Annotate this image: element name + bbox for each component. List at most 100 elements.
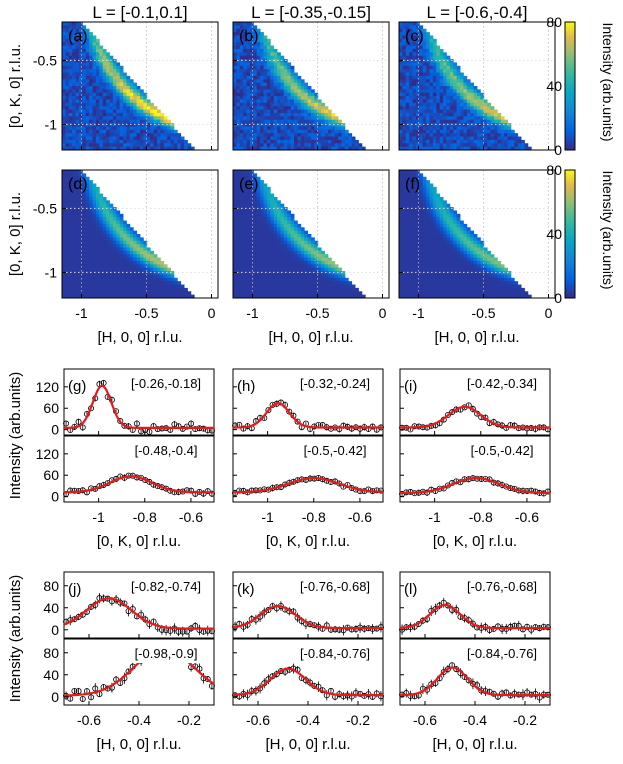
heatmap-cell — [432, 133, 437, 137]
heatmap-cell — [463, 96, 468, 100]
heatmap-cell — [324, 281, 329, 285]
heatmap-cell — [334, 129, 339, 134]
heatmap-cell — [422, 65, 427, 70]
heatmap-cell — [106, 133, 110, 137]
heatmap-cell — [89, 136, 93, 141]
heatmap-cell — [453, 106, 458, 110]
heatmap-cell — [304, 244, 309, 248]
heatmap-cell — [283, 217, 288, 221]
heatmap-cell — [65, 176, 70, 181]
heatmap-cell — [263, 294, 268, 299]
heatmap-cell — [85, 257, 90, 262]
heatmap-cell — [68, 186, 73, 191]
heatmap-cell — [294, 227, 298, 232]
heatmap-cell — [89, 274, 93, 279]
heatmap-cell — [109, 287, 114, 292]
heatmap-cell — [233, 32, 237, 36]
heatmap-cell — [477, 143, 481, 148]
heatmap-cell — [246, 190, 251, 194]
heatmap-cell — [277, 277, 281, 282]
heatmap-cell — [277, 129, 281, 134]
heatmap-cell — [68, 244, 73, 248]
heatmap-cell — [143, 136, 148, 141]
heatmap-cell — [123, 264, 127, 269]
heatmap-cell — [426, 65, 430, 70]
heatmap-cell — [456, 234, 461, 238]
heatmap-cell — [123, 79, 127, 84]
heatmap-cell — [68, 291, 73, 296]
heatmap-cell — [85, 203, 90, 208]
heatmap-cell — [449, 271, 454, 275]
heatmap-cell — [412, 294, 417, 299]
heatmap-cell — [460, 264, 464, 269]
heatmap-cell — [177, 136, 182, 141]
heatmap-cell — [409, 126, 413, 131]
heatmap-cell — [233, 277, 237, 282]
heatmap-cell — [405, 240, 410, 245]
heatmap-cell — [304, 146, 309, 151]
heatmap-cell — [119, 277, 124, 282]
heatmap-cell — [68, 176, 73, 181]
heatmap-cell — [314, 143, 319, 148]
heatmap-cell — [109, 62, 114, 67]
heatmap-cell — [106, 227, 110, 232]
heatmap-cell — [412, 69, 417, 73]
heatmap-cell — [136, 281, 141, 285]
heatmap-cell — [263, 186, 268, 191]
heatmap-cell — [409, 35, 413, 40]
heatmap-cell — [294, 244, 298, 248]
heatmap-cell — [92, 123, 97, 127]
heatmap-cell — [405, 190, 410, 194]
heatmap-cell — [119, 126, 124, 131]
heatmap-cell — [432, 38, 437, 43]
heatmap-cell — [405, 112, 410, 117]
heatmap-cell — [266, 133, 271, 137]
heatmap-cell — [95, 254, 100, 258]
heatmap-cell — [294, 250, 298, 255]
heatmap-cell — [99, 109, 104, 114]
heatmap-cell — [65, 42, 70, 46]
heatmap-cell — [304, 126, 309, 131]
heatmap-cell — [119, 92, 124, 97]
heatmap-cell — [119, 271, 124, 275]
heatmap-cell — [294, 96, 298, 100]
heatmap-cell — [184, 291, 188, 296]
heatmap-cell — [109, 106, 114, 110]
heatmap-cell — [249, 139, 254, 144]
heatmap-cell — [184, 287, 188, 292]
heatmap-cell — [443, 62, 447, 67]
heatmap-cell — [439, 230, 444, 235]
heatmap-cell — [78, 190, 83, 194]
heatmap-cell — [297, 264, 302, 269]
heatmap-cell — [422, 210, 427, 215]
heatmap-cell — [419, 72, 424, 77]
heatmap-cell — [304, 230, 309, 235]
heatmap-cell — [449, 129, 454, 134]
heatmap-cell — [119, 89, 124, 94]
heatmap-cell — [270, 146, 275, 151]
heatmap-cell — [102, 86, 107, 90]
heatmap-cell — [160, 133, 165, 137]
heatmap-cell — [256, 28, 261, 33]
heatmap-cell — [266, 38, 271, 43]
heatmap-cell — [419, 230, 424, 235]
heatmap-cell — [150, 102, 154, 107]
heatmap-cell — [460, 284, 464, 289]
heatmap-cell — [153, 254, 158, 258]
heatmap-cell — [106, 267, 110, 272]
heatmap-cell — [399, 22, 403, 26]
heatmap-cell — [477, 89, 481, 94]
heatmap-cell — [409, 210, 413, 215]
heatmap-cell — [300, 112, 305, 117]
heatmap-cell — [146, 102, 151, 107]
heatmap-cell — [473, 89, 478, 94]
heatmap-cell — [280, 82, 285, 87]
heatmap-cell — [239, 254, 244, 258]
heatmap-cell — [270, 210, 275, 215]
heatmap-cell — [72, 186, 76, 191]
heatmap-cell — [399, 244, 403, 248]
heatmap-cell — [334, 274, 339, 279]
heatmap-cell — [297, 250, 302, 255]
heatmap-cell — [331, 291, 336, 296]
heatmap-cell — [78, 267, 83, 272]
